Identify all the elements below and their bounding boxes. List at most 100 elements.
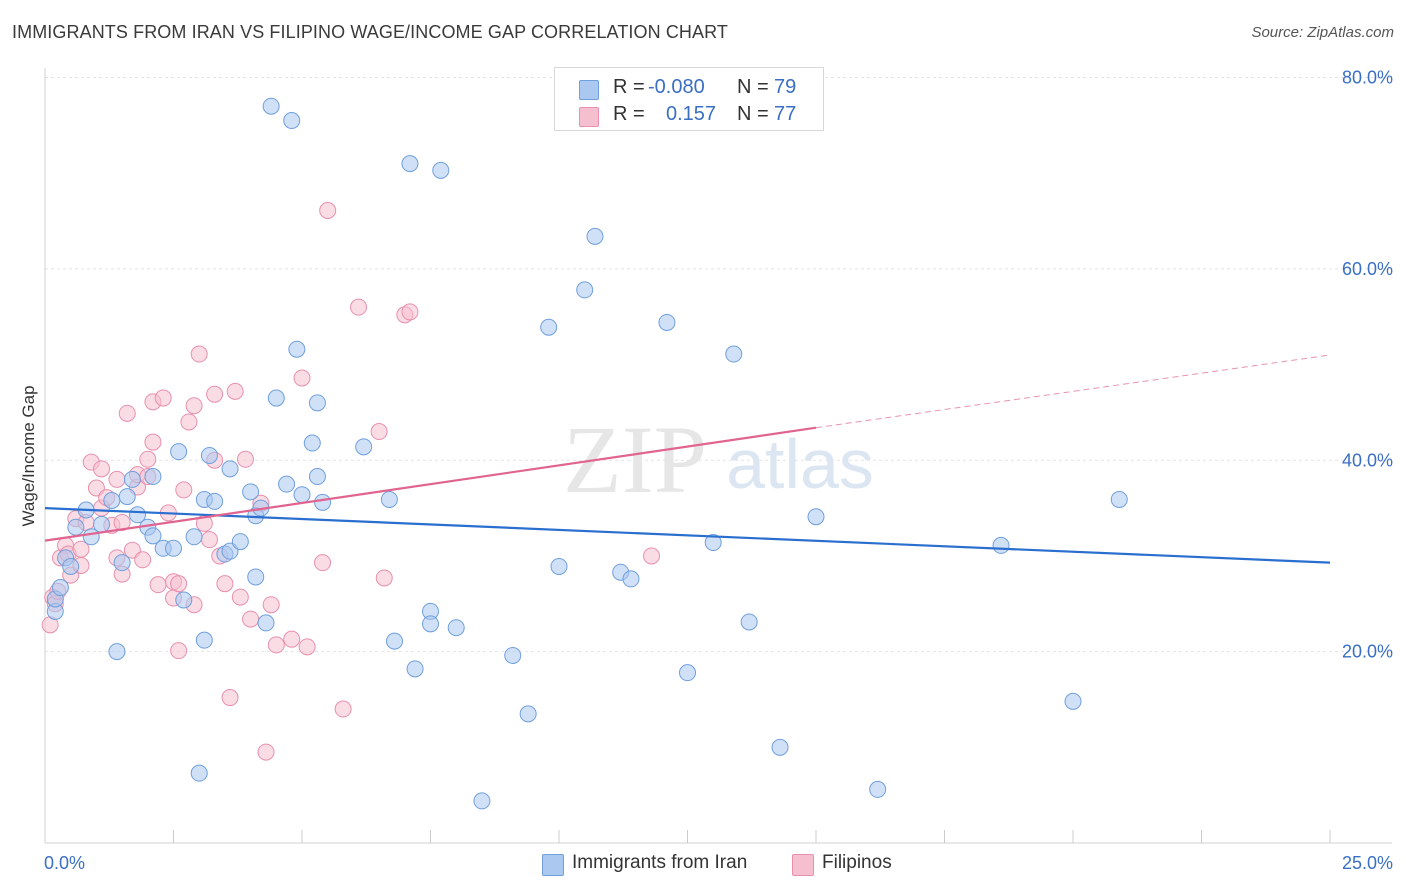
point-iran	[283, 112, 301, 130]
legend-n-value-iran: 79	[774, 76, 797, 98]
point-iran	[293, 486, 311, 504]
point-iran	[144, 527, 162, 545]
legend-n-label-filipinos: N =	[737, 103, 769, 125]
legend-n-value-filipinos: 77	[774, 103, 797, 125]
point-filipinos	[334, 700, 352, 718]
bottom-legend-label-filipinos: Filipinos	[822, 852, 892, 873]
point-filipinos	[319, 202, 337, 220]
point-iran	[303, 434, 321, 452]
legend-r-label-iran: R =	[613, 76, 645, 98]
point-iran	[422, 615, 439, 633]
point-filipinos	[206, 385, 224, 403]
point-iran	[540, 318, 558, 336]
legend-row-iran: R = -0.080 N = 79	[555, 74, 823, 102]
trend-line-filipinos	[44, 426, 817, 542]
point-iran	[288, 340, 306, 358]
point-iran	[108, 643, 126, 661]
point-filipinos	[242, 610, 260, 628]
point-filipinos	[180, 413, 198, 431]
point-iran	[473, 792, 491, 810]
point-iran	[386, 632, 404, 650]
point-filipinos	[401, 303, 419, 321]
legend-row-filipinos: R = 0.157 N = 77	[555, 101, 823, 129]
point-filipinos	[216, 575, 234, 593]
point-filipinos	[314, 554, 332, 572]
data-points	[41, 97, 1128, 810]
point-filipinos	[144, 433, 162, 451]
point-filipinos	[185, 397, 203, 415]
point-filipinos	[298, 638, 316, 656]
point-iran	[103, 491, 121, 509]
point-iran	[185, 528, 203, 546]
point-filipinos	[267, 636, 285, 654]
point-filipinos	[262, 596, 280, 614]
legend-n-label-iran: N =	[737, 76, 769, 98]
point-iran	[206, 492, 224, 510]
point-filipinos	[226, 382, 244, 400]
trend-line-filipinos-extension	[815, 354, 1331, 429]
point-iran	[1110, 490, 1128, 508]
point-iran	[123, 470, 141, 488]
axes	[44, 68, 1392, 844]
point-iran	[658, 313, 676, 331]
point-iran	[308, 468, 326, 486]
legend-r-value-filipinos: 0.157	[666, 103, 717, 125]
legend-r-value-iran: -0.080	[648, 76, 705, 98]
chart-title: IMMIGRANTS FROM IRAN VS FILIPINO WAGE/IN…	[12, 22, 728, 42]
chart-source: Source: ZipAtlas.com	[1251, 24, 1394, 41]
point-iran	[1064, 692, 1082, 710]
point-iran	[432, 161, 450, 179]
point-iran	[622, 570, 640, 588]
point-iran	[308, 394, 326, 412]
point-filipinos	[283, 630, 301, 648]
point-iran	[231, 533, 249, 551]
point-iran	[771, 738, 789, 756]
point-iran	[314, 493, 332, 511]
point-filipinos	[118, 404, 136, 422]
point-filipinos	[221, 689, 239, 707]
watermark-zip: ZIP	[563, 406, 707, 513]
point-filipinos	[108, 470, 126, 488]
point-filipinos	[190, 345, 208, 363]
point-filipinos	[93, 460, 111, 478]
point-iran	[93, 515, 111, 533]
point-iran	[175, 591, 193, 609]
stats-legend: R = -0.080 N = 79 R = 0.157 N = 77	[554, 67, 824, 131]
point-iran	[170, 443, 188, 461]
x-tick-labels: 0.0% 25.0%	[44, 853, 1393, 873]
y-tick-labels: 20.0% 40.0% 60.0% 80.0%	[1342, 68, 1393, 662]
x-ticks	[173, 830, 1331, 843]
y-tick-label: 20.0%	[1342, 642, 1393, 662]
point-iran	[221, 460, 239, 478]
point-iran	[113, 554, 131, 572]
bottom-legend-swatch-filipinos	[792, 854, 814, 876]
watermark: ZIP atlas	[563, 406, 874, 513]
point-iran	[242, 483, 260, 501]
bottom-legend-label-iran: Immigrants from Iran	[572, 852, 748, 873]
point-iran	[62, 557, 80, 575]
point-filipinos	[170, 575, 188, 593]
point-iran	[247, 568, 265, 586]
point-filipinos	[231, 588, 249, 606]
bottom-legend-swatch-iran	[542, 854, 564, 876]
point-filipinos	[236, 450, 254, 468]
legend-swatch-filipinos	[579, 107, 599, 127]
y-tick-label: 60.0%	[1342, 259, 1393, 279]
point-iran	[165, 539, 182, 557]
point-iran	[401, 155, 419, 173]
point-iran	[267, 389, 285, 407]
point-iran	[257, 614, 275, 632]
point-iran	[200, 446, 218, 464]
point-iran	[576, 281, 594, 299]
point-filipinos	[375, 569, 393, 587]
point-iran	[740, 613, 758, 631]
point-filipinos	[149, 576, 167, 594]
point-filipinos	[154, 389, 172, 407]
point-iran	[447, 619, 465, 637]
trend-line-iran	[44, 506, 1331, 564]
x-tick-label: 25.0%	[1342, 853, 1393, 873]
point-filipinos	[257, 743, 275, 761]
point-iran	[278, 475, 296, 493]
gridlines	[45, 77, 1392, 653]
